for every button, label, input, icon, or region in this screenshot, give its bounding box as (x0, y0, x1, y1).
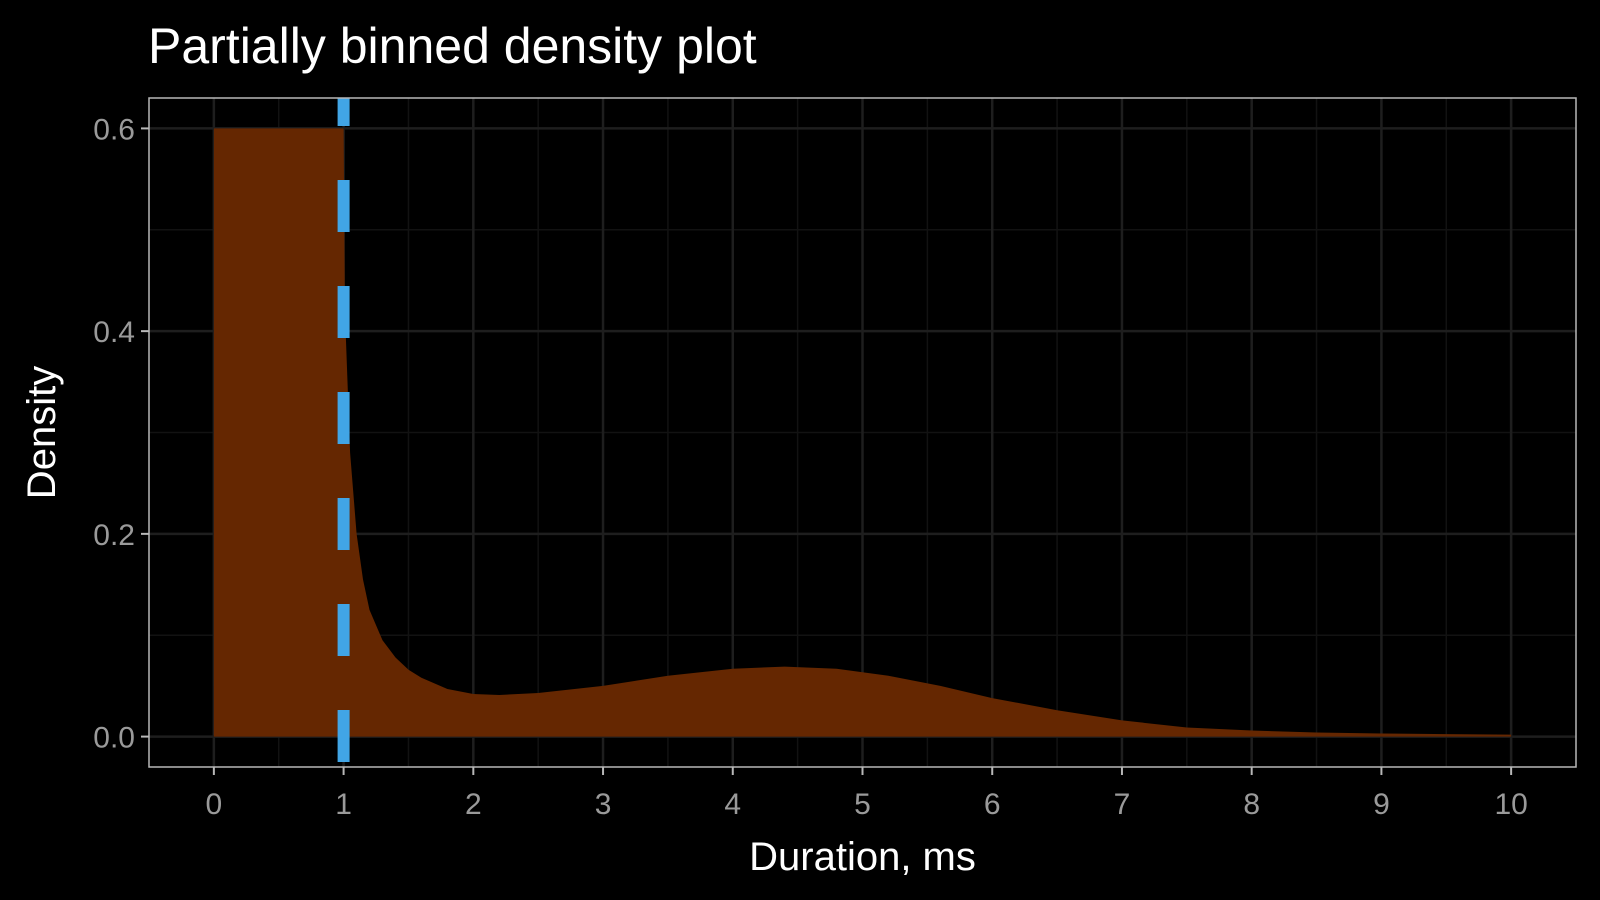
y-tick-label: 0.6 (93, 113, 135, 146)
y-axis-title: Density (20, 366, 64, 499)
x-tick-label: 10 (1494, 788, 1527, 821)
x-axis-title: Duration, ms (749, 835, 976, 879)
chart-title: Partially binned density plot (148, 18, 757, 74)
y-axis: 0.0 0.2 0.4 0.6 (93, 113, 149, 755)
y-tick-label: 0.4 (93, 316, 135, 349)
y-tick-label: 0.0 (93, 722, 135, 755)
x-tick-label: 3 (595, 788, 612, 821)
x-tick-label: 1 (335, 788, 352, 821)
x-tick-label: 5 (854, 788, 871, 821)
x-tick-label: 7 (1114, 788, 1131, 821)
x-tick-label: 6 (984, 788, 1001, 821)
x-tick-label: 8 (1243, 788, 1260, 821)
x-axis: 0 1 2 3 4 5 6 7 8 9 10 (206, 767, 1528, 821)
x-tick-label: 0 (206, 788, 223, 821)
x-tick-label: 9 (1373, 788, 1390, 821)
x-tick-label: 4 (724, 788, 741, 821)
y-tick-label: 0.2 (93, 519, 135, 552)
x-tick-label: 2 (465, 788, 482, 821)
